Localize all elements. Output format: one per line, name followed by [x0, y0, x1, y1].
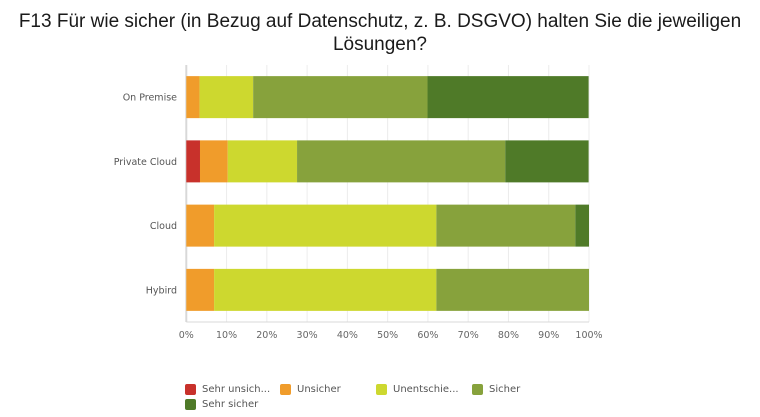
chart-title: F13 Für wie sicher (in Bezug auf Datensc… — [18, 11, 742, 55]
bar-segment — [186, 76, 200, 119]
bar-segment — [199, 76, 254, 119]
bar-segment — [297, 140, 506, 183]
bar-segment — [436, 268, 589, 311]
category-label: Cloud — [150, 221, 177, 232]
x-tick-label: 70% — [458, 330, 479, 341]
legend-label: Unentschie... — [393, 384, 459, 395]
category-label: On Premise — [123, 93, 177, 104]
legend-swatch — [472, 384, 483, 395]
bar-segment — [436, 204, 576, 247]
x-tick-label: 60% — [417, 330, 438, 341]
bar-segment — [186, 140, 200, 183]
legend-swatch — [185, 399, 196, 410]
bar-segment — [214, 204, 437, 247]
legend-item[interactable]: Sehr unsich... — [185, 384, 270, 395]
bar-segment — [227, 140, 298, 183]
bar-segment — [253, 76, 428, 119]
bar-segment — [214, 268, 437, 311]
legend-item[interactable]: Sehr sicher — [185, 399, 258, 410]
legend-swatch — [185, 384, 196, 395]
x-tick-label: 90% — [538, 330, 559, 341]
legend-swatch — [280, 384, 291, 395]
legend-label: Sehr unsich... — [202, 384, 271, 395]
bar-segment — [427, 76, 589, 119]
legend-item[interactable]: Sicher — [472, 384, 520, 395]
legend-item[interactable]: Unentschie... — [376, 384, 459, 395]
legend-label: Sehr sicher — [202, 399, 259, 410]
bar-segment — [199, 140, 228, 183]
x-tick-label: 80% — [498, 330, 519, 341]
x-tick-label: 20% — [256, 330, 277, 341]
bar-segment — [186, 268, 215, 311]
bar-segment — [505, 140, 589, 183]
legend-item[interactable]: Unsicher — [280, 384, 341, 395]
bar-segment — [575, 204, 589, 247]
x-tick-label: 30% — [297, 330, 318, 341]
bar-segment — [186, 204, 215, 247]
category-label: Private Cloud — [114, 157, 177, 168]
legend-label: Sicher — [489, 384, 521, 395]
legend-label: Unsicher — [297, 384, 341, 395]
x-tick-label: 10% — [216, 330, 237, 341]
category-label: Hybird — [146, 285, 177, 296]
x-tick-label: 0% — [179, 330, 194, 341]
x-tick-label: 50% — [377, 330, 398, 341]
x-tick-label: 40% — [337, 330, 358, 341]
x-tick-label: 100% — [575, 330, 602, 341]
legend-swatch — [376, 384, 387, 395]
